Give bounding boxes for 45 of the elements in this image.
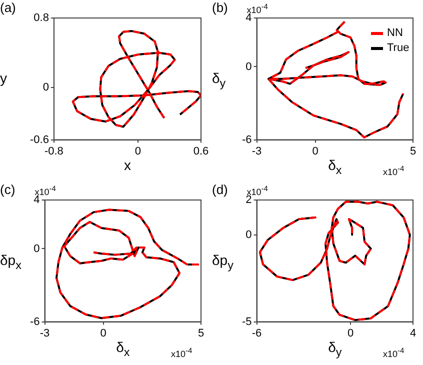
x-tick-label: -0.8 — [44, 145, 64, 158]
y-tick-label: 2 — [246, 194, 252, 206]
text: x10$^{-4}$ — [34, 184, 56, 197]
x-tick-label: -3 — [252, 145, 262, 158]
x-tick-label: 4 — [410, 327, 416, 340]
x-tick-label: 0.6 — [193, 145, 209, 158]
y-tick-label: 4 — [246, 12, 252, 24]
text: x10$^{-4}$ — [246, 184, 268, 197]
x-tick-label: 0 — [100, 327, 106, 340]
chart-title: (b) — [212, 0, 228, 15]
line-series — [55, 208, 200, 320]
x-axis-title: δ$_{x}$ — [115, 338, 131, 359]
x-axis-title: x — [122, 156, 132, 173]
x-tick-label: 0 — [134, 145, 142, 158]
text: x10$^{-4}$ — [246, 2, 268, 15]
y-tick-label: -6 — [242, 134, 252, 146]
line-series — [72, 30, 201, 128]
chart-title: (c) — [0, 182, 16, 197]
x-axis-title: δ$_{y}$ — [327, 338, 343, 359]
chart-title: (d) — [212, 182, 228, 197]
y-axis-title: y — [0, 70, 7, 86]
y-tick-label: 0 — [34, 242, 40, 255]
text: x10$^{-4}$ — [383, 164, 404, 177]
text: x10$^{-4}$ — [383, 346, 404, 359]
y-tick-label: 0 — [246, 228, 252, 241]
x-tick-label: 5 — [410, 145, 416, 158]
x-tick-label: -3 — [40, 327, 50, 340]
y-tick-label: 0.8 — [34, 12, 49, 24]
y-tick-label: 4 — [34, 194, 40, 206]
y-tick-label: 0 — [42, 82, 49, 94]
x-tick-label: 5 — [198, 327, 204, 340]
legend-label: True — [387, 41, 410, 56]
y-tick-label: -6 — [30, 316, 40, 328]
x-tick-label: 0 — [347, 327, 354, 340]
y-tick-label: -0.6 — [30, 134, 49, 146]
y-axis-title: δ$_{y}$ — [212, 70, 226, 90]
x-tick-label: 0 — [312, 145, 318, 158]
y-tick-label: 0 — [246, 60, 252, 73]
y-tick-label: -5 — [242, 316, 252, 328]
legend-label: NN — [387, 26, 403, 41]
x-axis-title: δ$_{x}$ — [327, 156, 343, 177]
text: x10$^{-4}$ — [171, 346, 192, 359]
chart-title: (a) — [0, 0, 16, 15]
y-axis-title: δp$_{y}$ — [212, 252, 234, 272]
y-axis-title: δp$_{x}$ — [0, 252, 22, 272]
